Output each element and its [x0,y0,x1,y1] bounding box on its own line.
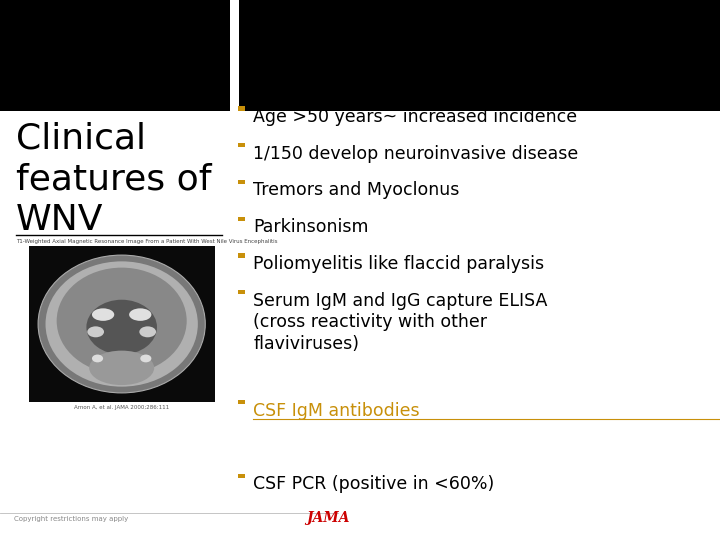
Ellipse shape [86,300,157,355]
Bar [238,400,245,404]
Bar [238,290,245,294]
Ellipse shape [140,326,156,338]
Ellipse shape [92,355,103,362]
Ellipse shape [38,255,205,393]
Bar [238,474,245,478]
Bar [238,253,245,258]
Ellipse shape [57,268,186,374]
Text: JAMA: JAMA [306,511,349,525]
Text: Serum IgM and IgG capture ELISA
(cross reactivity with other
flaviviruses): Serum IgM and IgG capture ELISA (cross r… [253,292,548,353]
Text: 1/150 develop neuroinvasive disease: 1/150 develop neuroinvasive disease [253,145,579,163]
Text: Arnon A, et al. JAMA 2000;286:111: Arnon A, et al. JAMA 2000;286:111 [74,405,169,410]
Bar [238,106,245,111]
Bar [238,217,245,221]
Ellipse shape [87,326,104,338]
Ellipse shape [140,355,151,362]
Ellipse shape [92,308,114,321]
Ellipse shape [45,261,198,387]
Bar [238,180,245,184]
Text: Tremors and Myoclonus: Tremors and Myoclonus [253,181,460,199]
Text: T1-Weighted Axial Magnetic Resonance Image From a Patient With West Nile Virus E: T1-Weighted Axial Magnetic Resonance Ima… [16,239,277,244]
Text: Age >50 years~ increased incidence: Age >50 years~ increased incidence [253,108,577,126]
Bar [238,143,245,147]
Bar [0,0,230,111]
Text: CSF IgM antibodies: CSF IgM antibodies [253,402,426,420]
Text: CSF PCR (positive in <60%): CSF PCR (positive in <60%) [253,475,495,493]
Bar [29,246,215,402]
Text: Parkinsonism: Parkinsonism [253,218,369,236]
Text: Poliomyelitis like flaccid paralysis: Poliomyelitis like flaccid paralysis [253,255,544,273]
Bar [239,0,720,111]
Text: Clinical
features of
WNV: Clinical features of WNV [16,122,212,237]
Ellipse shape [89,350,154,385]
Ellipse shape [129,308,151,321]
Text: Copyright restrictions may apply: Copyright restrictions may apply [14,516,129,522]
